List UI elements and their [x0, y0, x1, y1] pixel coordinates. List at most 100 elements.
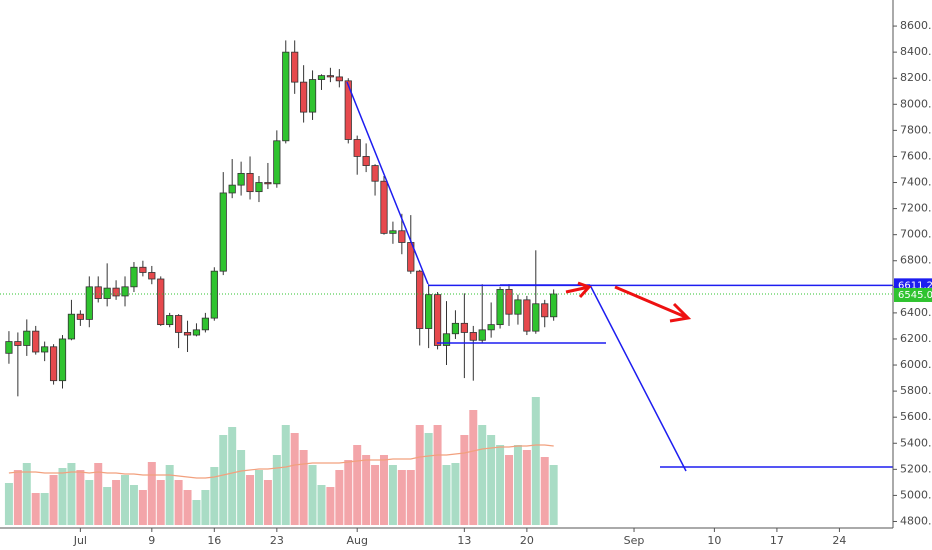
candle-body	[442, 333, 451, 346]
volume-bar	[549, 465, 558, 525]
candle-body	[505, 289, 513, 315]
volume-bar	[174, 480, 183, 525]
y-tick-label: 5600.00	[900, 410, 932, 423]
x-tick-label: 23	[270, 534, 284, 547]
volume-bar	[371, 465, 380, 525]
x-tick-label: 10	[707, 534, 721, 547]
volume-ma	[8, 444, 554, 479]
y-tick-label: 7000.00	[900, 228, 932, 241]
candle-body	[23, 330, 31, 346]
volume-bar	[397, 470, 406, 525]
y-tick-label: 8000.00	[900, 97, 932, 110]
y-tick-label: 6200.00	[900, 332, 932, 345]
volume-bar	[112, 480, 121, 525]
volume-bar	[469, 410, 478, 525]
candle-body	[201, 317, 209, 331]
volume-bar	[379, 455, 388, 525]
candle-body	[192, 329, 201, 336]
volume-bar	[531, 397, 540, 525]
candle-body	[237, 172, 245, 186]
candle-body	[487, 324, 495, 331]
candle-body	[291, 51, 299, 83]
candle-body	[273, 140, 281, 185]
volume-bar	[433, 425, 442, 525]
last-price-box	[894, 287, 932, 302]
volume-bar	[540, 457, 549, 525]
candle-body	[469, 332, 477, 341]
candle-body	[58, 338, 67, 382]
volume-bar	[40, 493, 49, 525]
candle-body	[130, 266, 138, 288]
drawings	[346, 81, 893, 472]
candle-body	[478, 329, 486, 341]
candle-body	[451, 322, 460, 335]
volume-bar	[478, 425, 487, 525]
volume-bar	[263, 480, 272, 525]
candle-body	[416, 270, 424, 329]
x-tick-label: 16	[207, 534, 221, 547]
candle-body	[32, 330, 40, 353]
candle-body	[308, 79, 317, 113]
x-tick-label: Jul	[73, 534, 87, 547]
x-tick-label: Sep	[624, 534, 645, 547]
y-tick-label: 6800.00	[900, 254, 932, 267]
candle-body	[362, 156, 370, 166]
volume-bar	[424, 433, 433, 525]
volume-bar	[406, 470, 415, 525]
candle-body	[326, 75, 335, 78]
candle-body	[344, 80, 352, 140]
trend-line	[346, 81, 429, 285]
y-tick-label: 5800.00	[900, 384, 932, 397]
volume-bar	[121, 475, 130, 525]
volume-bar	[388, 465, 397, 525]
volume-bar	[156, 480, 165, 525]
candle-body	[210, 270, 218, 319]
y-tick-label: 7600.00	[900, 149, 932, 162]
volume-bar	[344, 460, 353, 525]
projection-line	[589, 284, 687, 472]
volume-bar	[442, 465, 451, 525]
candle-body	[380, 180, 388, 234]
volume-bar	[49, 475, 58, 525]
volume-bar	[246, 475, 255, 525]
volume-bar	[58, 468, 67, 525]
volume-bar	[165, 465, 174, 525]
candle-body	[148, 272, 156, 280]
volume-bar	[147, 462, 156, 525]
volume-bar	[299, 450, 308, 525]
volume-bar	[496, 445, 505, 525]
volume-layer	[4, 397, 558, 525]
candle-body	[550, 293, 558, 318]
candle-body	[228, 184, 236, 194]
volume-bar	[451, 463, 460, 525]
volume-bar	[308, 465, 317, 525]
volume-bar	[513, 445, 522, 525]
candle-body	[174, 315, 183, 333]
x-tick-label: Aug	[346, 534, 367, 547]
y-tick-label: 7800.00	[900, 123, 932, 136]
volume-bar	[290, 433, 299, 525]
volume-bar	[415, 425, 424, 525]
volume-bar	[4, 483, 13, 525]
volume-bar	[317, 485, 326, 525]
x-tick-label: 13	[457, 534, 471, 547]
candle-body	[49, 346, 58, 382]
volume-bar	[522, 450, 531, 525]
candle-body	[514, 299, 522, 315]
candle-body	[94, 286, 102, 299]
candle-body	[246, 172, 254, 193]
candle-body	[523, 299, 531, 332]
candle-body	[541, 303, 549, 318]
volume-bar	[228, 427, 237, 525]
y-tick-label: 4800.00	[900, 514, 932, 527]
y-tick-label: 5400.00	[900, 436, 932, 449]
volume-bar	[22, 463, 31, 525]
volume-bar	[335, 470, 344, 525]
candle-body	[335, 76, 343, 82]
y-tick-label: 8600.00	[900, 19, 932, 32]
volume-bar	[76, 470, 85, 525]
volume-bar	[129, 485, 138, 525]
y-tick-label: 5000.00	[900, 488, 932, 501]
